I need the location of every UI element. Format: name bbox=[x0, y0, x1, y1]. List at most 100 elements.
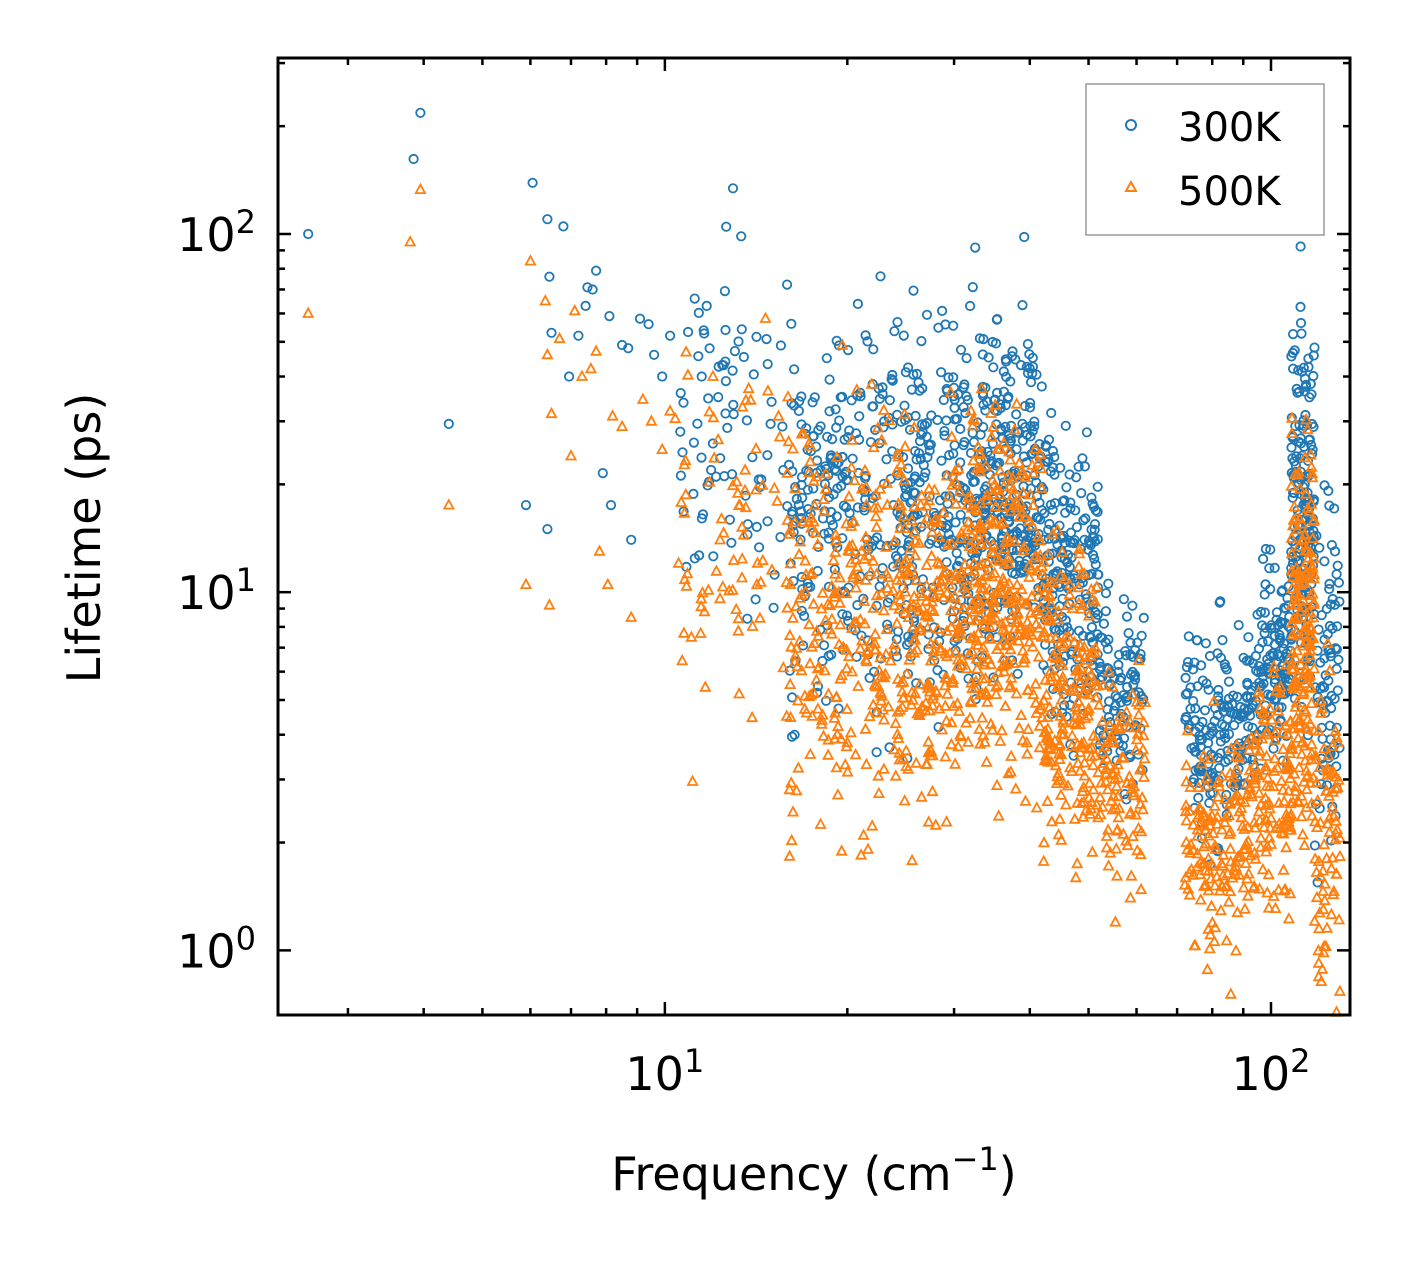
data-point-300k bbox=[1316, 778, 1327, 790]
data-point-500k bbox=[922, 493, 936, 506]
data-point-500k bbox=[1083, 776, 1096, 788]
data-point-500k bbox=[1008, 423, 1021, 435]
data-point-500k bbox=[1256, 862, 1270, 875]
data-point-300k bbox=[605, 499, 617, 511]
data-point-500k bbox=[1194, 867, 1207, 880]
data-point-500k bbox=[675, 495, 688, 507]
data-point-300k bbox=[817, 655, 828, 667]
data-point-300k bbox=[675, 387, 686, 399]
data-point-300k bbox=[761, 333, 772, 345]
data-point-500k bbox=[843, 544, 856, 556]
data-point-500k bbox=[963, 711, 977, 723]
data-point-300k bbox=[1031, 512, 1042, 523]
data-point-500k bbox=[990, 642, 1004, 654]
data-point-500k bbox=[939, 671, 952, 683]
data-point-500k bbox=[974, 587, 988, 599]
data-point-500k bbox=[889, 769, 902, 781]
data-point-300k bbox=[1071, 521, 1083, 533]
data-point-500k bbox=[1206, 915, 1219, 928]
data-point-300k bbox=[675, 470, 687, 481]
data-point-500k bbox=[841, 735, 854, 748]
data-point-500k bbox=[972, 576, 985, 588]
data-point-500k bbox=[937, 572, 950, 585]
data-point-500k bbox=[914, 498, 927, 510]
data-point-500k bbox=[1326, 800, 1339, 813]
data-point-500k bbox=[679, 487, 692, 500]
data-point-500k bbox=[1078, 756, 1091, 768]
data-point-500k bbox=[1306, 587, 1319, 599]
data-point-500k bbox=[1293, 720, 1306, 732]
data-point-500k bbox=[1329, 782, 1343, 794]
data-point-500k bbox=[1330, 867, 1343, 879]
data-point-300k bbox=[1121, 695, 1133, 707]
data-point-500k bbox=[908, 499, 921, 512]
data-point-500k bbox=[973, 519, 987, 531]
data-point-500k bbox=[1130, 695, 1143, 707]
data-point-500k bbox=[832, 585, 846, 597]
data-point-500k bbox=[857, 828, 870, 840]
data-point-500k bbox=[716, 580, 729, 592]
data-point-500k bbox=[953, 485, 967, 497]
data-point-300k bbox=[1049, 451, 1060, 463]
data-point-300k bbox=[859, 505, 870, 516]
data-point-500k bbox=[1248, 759, 1261, 771]
data-point-300k bbox=[1288, 363, 1299, 374]
data-point-500k bbox=[915, 489, 928, 501]
data-point-500k bbox=[1300, 782, 1313, 795]
data-point-500k bbox=[1235, 810, 1248, 823]
data-point-500k bbox=[686, 774, 699, 786]
data-point-500k bbox=[977, 728, 990, 741]
data-point-500k bbox=[1274, 680, 1287, 692]
data-point-500k bbox=[1006, 471, 1019, 483]
data-point-500k bbox=[1014, 496, 1027, 508]
data-point-500k bbox=[1038, 625, 1051, 637]
data-point-300k bbox=[826, 649, 837, 660]
data-point-300k bbox=[998, 366, 1009, 377]
data-point-300k bbox=[1042, 456, 1053, 468]
data-point-500k bbox=[1292, 679, 1305, 691]
data-point-500k bbox=[913, 536, 926, 548]
data-point-500k bbox=[896, 700, 909, 712]
data-point-500k bbox=[1066, 729, 1079, 741]
data-point-300k bbox=[1269, 562, 1280, 574]
data-point-500k bbox=[847, 570, 860, 583]
data-point-300k bbox=[689, 293, 700, 304]
data-point-500k bbox=[1096, 715, 1109, 727]
data-point-500k bbox=[1123, 807, 1136, 819]
data-point-500k bbox=[1061, 598, 1074, 611]
data-point-500k bbox=[910, 573, 923, 585]
data-point-500k bbox=[1033, 607, 1047, 620]
data-point-500k bbox=[1207, 694, 1220, 706]
data-point-300k bbox=[1083, 535, 1095, 547]
data-point-500k bbox=[746, 619, 759, 631]
data-point-500k bbox=[1089, 641, 1102, 653]
data-point-500k bbox=[844, 725, 858, 738]
data-point-500k bbox=[1252, 805, 1266, 817]
data-point-500k bbox=[1099, 726, 1112, 739]
data-point-500k bbox=[973, 688, 987, 700]
data-point-300k bbox=[1229, 720, 1240, 731]
data-point-500k bbox=[676, 653, 689, 666]
data-point-500k bbox=[1074, 602, 1088, 614]
data-point-500k bbox=[1013, 456, 1026, 468]
data-point-500k bbox=[1043, 734, 1057, 746]
legend-box bbox=[1085, 83, 1325, 236]
data-point-500k bbox=[1310, 890, 1324, 903]
data-point-500k bbox=[1327, 764, 1340, 776]
data-point-500k bbox=[1010, 578, 1024, 590]
data-point-300k bbox=[899, 480, 910, 491]
data-point-500k bbox=[909, 534, 922, 546]
data-point-500k bbox=[730, 475, 743, 487]
data-point-300k bbox=[1180, 689, 1192, 700]
data-point-500k bbox=[1066, 601, 1079, 613]
data-point-500k bbox=[1244, 769, 1257, 781]
data-point-300k bbox=[917, 427, 928, 438]
data-point-500k bbox=[952, 462, 965, 474]
data-point-500k bbox=[941, 538, 954, 550]
data-point-500k bbox=[859, 530, 872, 542]
data-point-500k bbox=[1078, 686, 1091, 698]
data-point-300k bbox=[1295, 241, 1306, 252]
data-point-500k bbox=[1188, 939, 1201, 951]
data-point-500k bbox=[860, 539, 873, 551]
data-point-300k bbox=[991, 314, 1003, 325]
